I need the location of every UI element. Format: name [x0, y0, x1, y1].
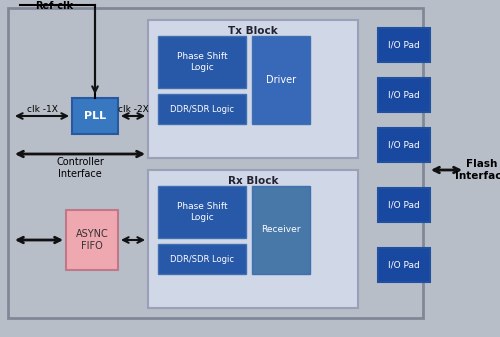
- Text: DDR/SDR Logic: DDR/SDR Logic: [170, 104, 234, 114]
- Bar: [158, 244, 246, 274]
- Text: Ref-clk: Ref-clk: [35, 1, 73, 11]
- Bar: [66, 210, 118, 270]
- Bar: [158, 94, 246, 124]
- Text: Tx Block: Tx Block: [228, 26, 278, 36]
- Text: I/O Pad: I/O Pad: [388, 91, 420, 99]
- Bar: [378, 188, 430, 222]
- Bar: [148, 20, 358, 158]
- Text: I/O Pad: I/O Pad: [388, 261, 420, 270]
- Bar: [378, 28, 430, 62]
- Bar: [252, 186, 310, 274]
- Text: clk -2X: clk -2X: [118, 104, 148, 114]
- Bar: [378, 128, 430, 162]
- Bar: [378, 78, 430, 112]
- Text: Phase Shift
Logic: Phase Shift Logic: [176, 52, 228, 72]
- Bar: [72, 98, 118, 134]
- Text: I/O Pad: I/O Pad: [388, 201, 420, 210]
- Text: Flash
Interface: Flash Interface: [455, 159, 500, 181]
- Text: Controller
Interface: Controller Interface: [56, 157, 104, 179]
- Bar: [148, 170, 358, 308]
- Bar: [158, 36, 246, 88]
- Text: Rx Block: Rx Block: [228, 176, 278, 186]
- Text: Receiver: Receiver: [261, 225, 301, 235]
- Bar: [158, 186, 246, 238]
- Bar: [378, 248, 430, 282]
- Text: Phase Shift
Logic: Phase Shift Logic: [176, 202, 228, 222]
- Bar: [8, 8, 423, 318]
- Text: ASYNC
FIFO: ASYNC FIFO: [76, 229, 108, 251]
- Text: I/O Pad: I/O Pad: [388, 141, 420, 150]
- Text: Driver: Driver: [266, 75, 296, 85]
- Text: I/O Pad: I/O Pad: [388, 40, 420, 50]
- Text: PLL: PLL: [84, 111, 106, 121]
- Text: clk -1X: clk -1X: [26, 104, 58, 114]
- Bar: [252, 36, 310, 124]
- Text: DDR/SDR Logic: DDR/SDR Logic: [170, 254, 234, 264]
